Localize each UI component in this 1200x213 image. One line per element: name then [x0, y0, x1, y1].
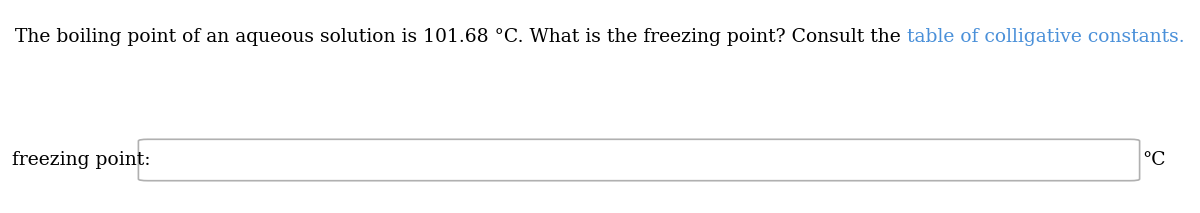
Text: °C: °C: [1142, 151, 1165, 169]
Text: table of colligative constants.: table of colligative constants.: [907, 28, 1184, 46]
Text: The boiling point of an aqueous solution is 101.68 °C. What is the freezing poin: The boiling point of an aqueous solution…: [14, 28, 907, 46]
Text: freezing point:: freezing point:: [12, 151, 150, 169]
FancyBboxPatch shape: [138, 139, 1140, 181]
